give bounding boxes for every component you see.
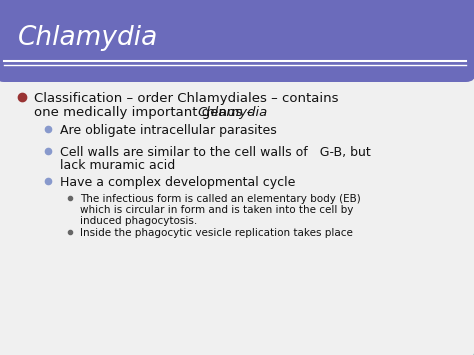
Text: Cell walls are similar to the cell walls of   G-B, but: Cell walls are similar to the cell walls… <box>60 146 371 159</box>
Text: Have a complex developmental cycle: Have a complex developmental cycle <box>60 176 295 189</box>
Text: which is circular in form and is taken into the cell by: which is circular in form and is taken i… <box>80 205 354 215</box>
Text: Chlamydia: Chlamydia <box>18 25 158 51</box>
Text: induced phagocytosis.: induced phagocytosis. <box>80 216 197 226</box>
FancyBboxPatch shape <box>0 0 474 82</box>
Text: Are obligate intracellular parasites: Are obligate intracellular parasites <box>60 124 277 137</box>
Bar <box>4 58 466 78</box>
Text: one medically important genus –: one medically important genus – <box>34 106 257 119</box>
Text: Inside the phagocytic vesicle replication takes place: Inside the phagocytic vesicle replicatio… <box>80 228 353 238</box>
Text: lack muramic acid: lack muramic acid <box>60 159 175 172</box>
Text: Chlamydia: Chlamydia <box>197 106 267 119</box>
Text: Classification – order Chlamydiales – contains: Classification – order Chlamydiales – co… <box>34 92 338 105</box>
Text: The infectious form is called an elementary body (EB): The infectious form is called an element… <box>80 194 361 204</box>
